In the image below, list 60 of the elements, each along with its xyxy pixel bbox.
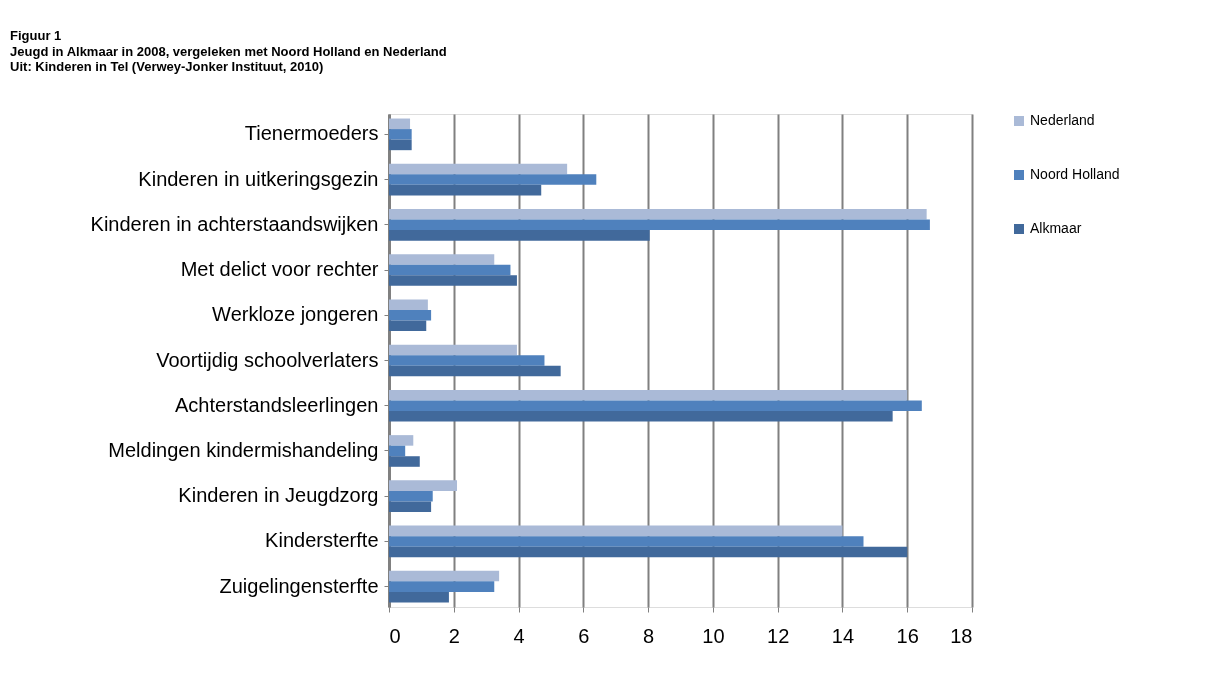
bar	[389, 389, 908, 401]
bar	[389, 174, 597, 185]
x-tick-label: 12	[767, 624, 790, 647]
y-tick-label: Kinderen in Jeugdzorg	[178, 484, 379, 507]
text: Uit: Kinderen in Tel (Verwey-Jonker Instituut, 2010)	[10, 59, 324, 74]
bar	[389, 163, 568, 175]
x-tick-label: 18	[950, 624, 973, 647]
y-tick-label: Achterstandsleerlingen	[175, 393, 379, 416]
x-tick-label: 2	[448, 624, 460, 647]
bar	[389, 208, 927, 220]
bar	[389, 501, 432, 513]
y-tick-label: Zuigelingensterfte	[219, 574, 379, 597]
bar	[389, 309, 432, 321]
bar	[389, 480, 458, 491]
bar	[389, 546, 908, 558]
y-tick-label: Kindersterfte	[265, 529, 379, 552]
bar	[389, 299, 428, 310]
bar	[389, 139, 412, 151]
bar	[389, 254, 495, 265]
bar	[389, 536, 864, 547]
bar	[389, 581, 495, 592]
y-tick-label: Werkloze jongeren	[212, 303, 379, 326]
bar	[389, 230, 650, 241]
bar	[389, 490, 433, 502]
bar	[389, 118, 411, 130]
y-tick-label: Tienermoeders	[244, 122, 379, 145]
bar	[389, 400, 922, 412]
bar	[389, 456, 420, 467]
bar	[389, 264, 511, 276]
bar	[389, 525, 843, 537]
x-tick-label: 6	[578, 624, 590, 647]
bar	[389, 355, 545, 366]
bar	[389, 344, 517, 356]
bar	[389, 275, 517, 286]
legend-label: Noord Holland	[1030, 166, 1120, 182]
bar	[389, 591, 449, 603]
bar	[389, 184, 542, 196]
text: Figuur 1	[10, 28, 62, 43]
bar	[389, 320, 427, 332]
y-tick-label: Kinderen in uitkeringsgezin	[138, 167, 379, 190]
y-tick-label: Met delict voor rechter	[180, 258, 379, 281]
x-tick-label: 4	[513, 624, 525, 647]
bar	[389, 570, 500, 582]
bar	[389, 411, 893, 422]
bar	[389, 219, 930, 231]
x-tick-label: 8	[643, 624, 655, 647]
x-tick-label: 0	[389, 624, 401, 647]
y-tick-label: Voortijdig schoolverlaters	[156, 348, 379, 371]
x-tick-label: 14	[831, 624, 855, 647]
text: Jeugd in Alkmaar in 2008, vergeleken met Noord Holland en Nederland	[10, 44, 447, 59]
legend-label: Alkmaar	[1030, 220, 1082, 236]
bar	[389, 129, 412, 140]
bar	[389, 365, 561, 377]
x-tick-label: 10	[702, 624, 725, 647]
y-tick-label: Meldingen kindermishandeling	[108, 438, 379, 461]
y-tick-label: Kinderen in achterstaandswijken	[90, 212, 379, 235]
legend-label: Nederland	[1030, 112, 1095, 128]
bar	[389, 435, 414, 446]
x-tick-label: 16	[896, 624, 919, 647]
bar	[389, 445, 406, 457]
